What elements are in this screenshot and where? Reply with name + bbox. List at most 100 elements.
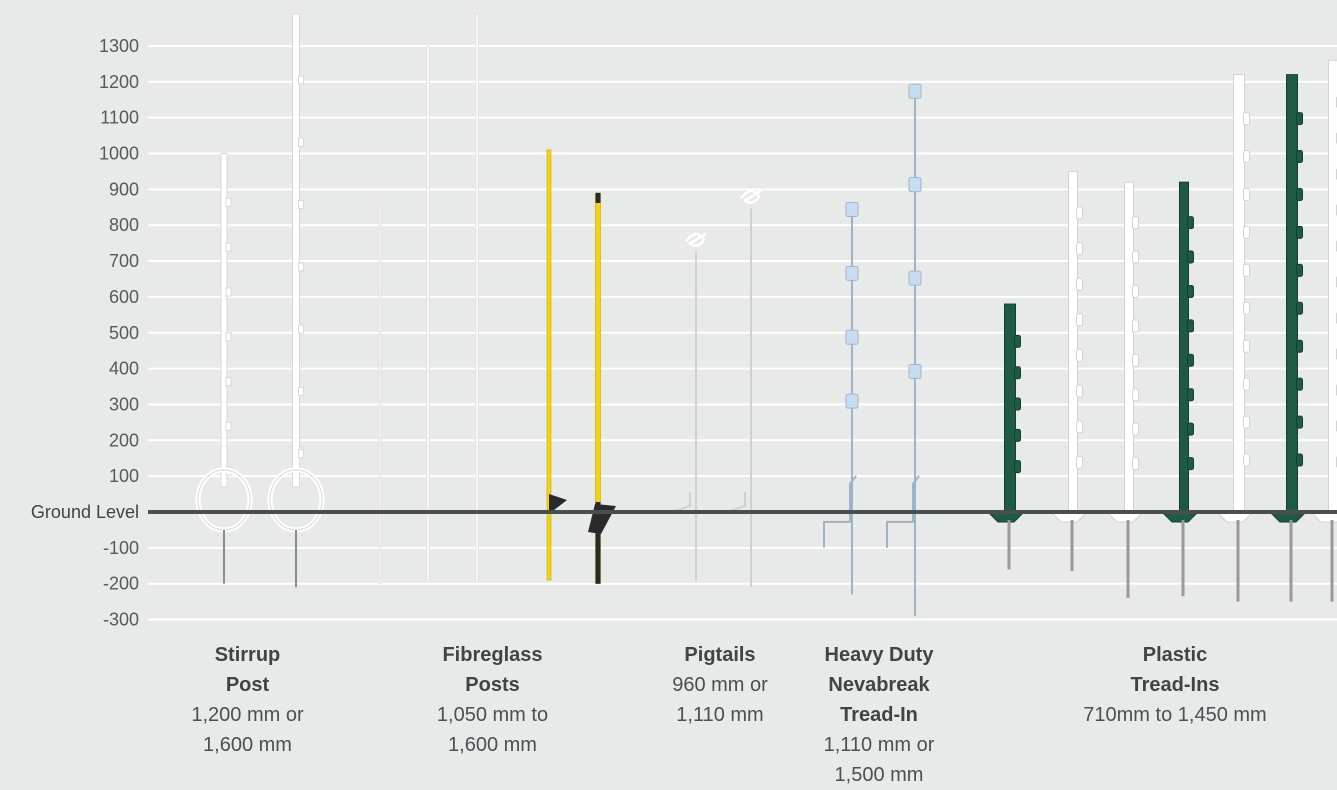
post-clip <box>1015 398 1021 410</box>
post-clip <box>226 378 231 386</box>
post-clip <box>1297 302 1303 314</box>
post-clip <box>1297 340 1303 352</box>
post-clip <box>1077 207 1083 219</box>
post-clip <box>1244 151 1250 163</box>
post-clip <box>1133 285 1139 297</box>
y-tick-label: -100 <box>103 538 139 558</box>
post-clip <box>1244 454 1250 466</box>
y-tick-label: 400 <box>109 359 139 379</box>
post-clip <box>299 263 304 271</box>
post-clip <box>1244 226 1250 238</box>
insulator <box>909 365 921 379</box>
fence-post <box>988 304 1024 569</box>
fibreglass-rod <box>476 14 479 582</box>
product-name: Pigtails <box>640 640 800 670</box>
fence-post <box>476 14 479 582</box>
fence-post <box>427 46 430 582</box>
y-tick-label: 1200 <box>99 72 139 92</box>
post-clip <box>1077 421 1083 433</box>
post-clip <box>1244 302 1250 314</box>
fence-post <box>1107 182 1143 598</box>
y-tick-label: 1100 <box>100 108 139 128</box>
post-clip <box>1244 264 1250 276</box>
plastic-post <box>1234 75 1245 512</box>
post-clip <box>1015 429 1021 441</box>
post-clip <box>299 325 304 333</box>
post-clip <box>1244 416 1250 428</box>
post-clip <box>1133 458 1139 470</box>
post-clip <box>1244 113 1250 125</box>
fence-post <box>672 234 706 581</box>
product-size: 1,110 mm or 1,500 mm <box>800 730 958 790</box>
fence-post <box>887 84 921 616</box>
post-clip <box>1188 423 1194 435</box>
y-tick-label: 500 <box>109 323 139 343</box>
post-clip <box>1297 454 1303 466</box>
y-tick-label: 100 <box>109 466 139 486</box>
y-tick-label: 200 <box>109 430 139 450</box>
post-clip <box>226 198 231 206</box>
fence-post <box>547 150 567 580</box>
product-name: Stirrup Post <box>170 640 325 700</box>
rod-cap <box>596 193 601 203</box>
post-clip <box>1297 113 1303 125</box>
post-clip <box>299 450 304 458</box>
ground-level-label: Ground Level <box>31 502 139 522</box>
post-clip <box>1188 251 1194 263</box>
post-clip <box>1297 188 1303 200</box>
post-clip <box>226 333 231 341</box>
post-clip <box>1133 354 1139 366</box>
post-clip <box>1077 314 1083 326</box>
plastic-post <box>1329 60 1337 512</box>
product-name: Plastic Tread-Ins <box>1055 640 1295 700</box>
fence-post <box>270 14 322 588</box>
fibreglass-rod <box>547 150 551 580</box>
post-clip <box>1244 188 1250 200</box>
post-clip <box>1133 423 1139 435</box>
post-clip <box>1015 461 1021 473</box>
pigtail-step <box>727 492 745 512</box>
post-clip <box>1297 416 1303 428</box>
product-name: Fibreglass Posts <box>405 640 580 700</box>
post-clip <box>1015 367 1021 379</box>
post-clip <box>1188 285 1194 297</box>
y-tick-label: -200 <box>103 574 139 594</box>
post-clip <box>1133 217 1139 229</box>
insulator <box>909 271 921 285</box>
post-clip <box>1077 456 1083 468</box>
post-clip <box>1297 226 1303 238</box>
y-tick-label: 800 <box>109 215 139 235</box>
insulator <box>846 203 858 217</box>
fence-post <box>727 191 761 588</box>
post-clip <box>1188 217 1194 229</box>
product-size: 1,050 mm to 1,600 mm <box>405 700 580 760</box>
post-clip <box>1077 278 1083 290</box>
y-tick-label: 1000 <box>99 144 139 164</box>
post-clip <box>1188 354 1194 366</box>
gridlines <box>148 46 1337 620</box>
fence-post <box>1311 60 1337 601</box>
post-clip <box>1297 151 1303 163</box>
post-clip <box>1077 350 1083 362</box>
post-clip <box>1297 378 1303 390</box>
pigtail-loop <box>741 191 761 203</box>
fibreglass-rod <box>379 204 381 584</box>
y-tick-label: 300 <box>109 394 139 414</box>
post-clip <box>226 243 231 251</box>
post-clip <box>299 138 304 146</box>
post-stake <box>293 14 300 487</box>
y-tick-label: 1300 <box>99 36 139 56</box>
post-clip <box>1188 458 1194 470</box>
post-clip <box>226 288 231 296</box>
post-clip <box>1244 378 1250 390</box>
y-tick-label: 600 <box>109 287 139 307</box>
post-clip <box>1244 340 1250 352</box>
foot-plate <box>588 504 616 534</box>
post-clip <box>1015 335 1021 347</box>
post-clip <box>1188 389 1194 401</box>
y-tick-label: 900 <box>109 179 139 199</box>
